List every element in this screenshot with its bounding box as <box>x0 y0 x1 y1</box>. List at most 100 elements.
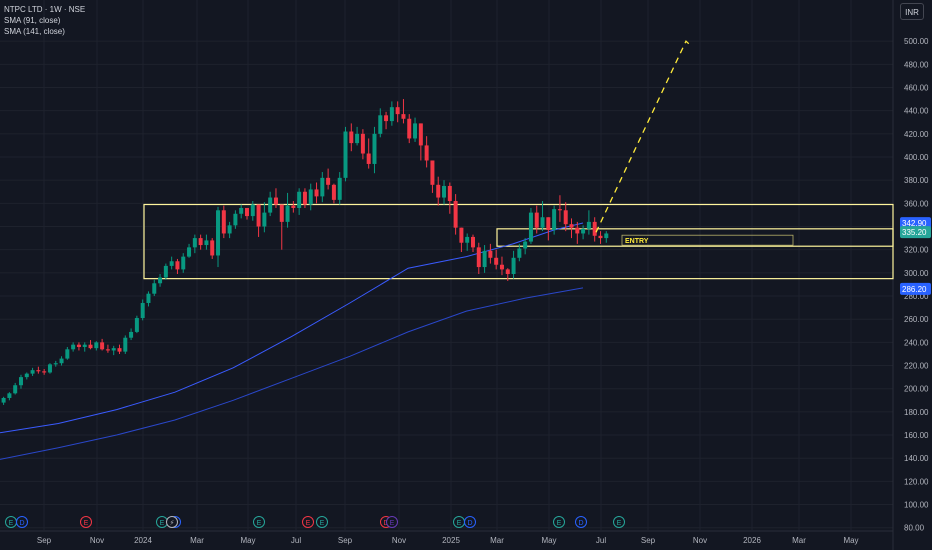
event-marker-icon[interactable] <box>166 516 178 528</box>
candle[interactable] <box>360 133 365 154</box>
candle[interactable] <box>384 115 389 122</box>
candle[interactable] <box>24 373 29 378</box>
candle[interactable] <box>53 363 58 365</box>
candle[interactable] <box>453 201 458 228</box>
candle[interactable] <box>355 133 360 144</box>
candle[interactable] <box>337 177 342 200</box>
sma-141-line[interactable] <box>0 287 584 460</box>
candle[interactable] <box>366 153 371 164</box>
candle[interactable] <box>557 209 562 211</box>
candle[interactable] <box>262 212 267 227</box>
candle[interactable] <box>47 364 52 373</box>
candle[interactable] <box>546 217 551 230</box>
candle[interactable] <box>221 210 226 234</box>
candle[interactable] <box>279 204 284 222</box>
candle[interactable] <box>13 385 18 394</box>
candle[interactable] <box>88 344 93 349</box>
candle[interactable] <box>447 185 452 202</box>
candle[interactable] <box>540 217 545 228</box>
event-marker-icon[interactable] <box>253 516 265 528</box>
event-marker-icon[interactable] <box>80 516 92 528</box>
candle[interactable] <box>586 221 591 229</box>
projection-path[interactable] <box>595 40 692 233</box>
candle[interactable] <box>511 257 516 275</box>
candle[interactable] <box>7 393 12 398</box>
candle[interactable] <box>523 241 528 249</box>
candle[interactable] <box>488 250 493 258</box>
candle[interactable] <box>239 207 244 214</box>
candle[interactable] <box>244 207 249 217</box>
candle[interactable] <box>349 131 354 144</box>
candle[interactable] <box>575 227 580 234</box>
candle[interactable] <box>152 283 157 294</box>
candle[interactable] <box>378 115 383 134</box>
candle[interactable] <box>389 107 394 122</box>
candle[interactable] <box>604 233 609 239</box>
candle[interactable] <box>210 240 215 256</box>
candle[interactable] <box>42 371 47 373</box>
candle[interactable] <box>552 209 557 230</box>
candle[interactable] <box>413 123 418 139</box>
sma-141-legend[interactable]: SMA (141, close) <box>4 27 65 36</box>
candle[interactable] <box>105 349 110 351</box>
candle[interactable] <box>36 370 41 372</box>
candle[interactable] <box>117 348 122 352</box>
candle[interactable] <box>111 348 116 351</box>
candle[interactable] <box>129 331 134 338</box>
candle[interactable] <box>482 250 487 268</box>
candle[interactable] <box>250 204 255 217</box>
candle[interactable] <box>192 238 197 248</box>
candle[interactable] <box>175 261 180 270</box>
candle[interactable] <box>430 160 435 185</box>
candle[interactable] <box>76 344 81 347</box>
candle[interactable] <box>314 189 319 197</box>
candle[interactable] <box>581 228 586 234</box>
candle[interactable] <box>320 177 325 197</box>
candle[interactable] <box>459 227 464 243</box>
candle[interactable] <box>297 191 302 208</box>
candle[interactable] <box>134 318 139 332</box>
candle[interactable] <box>163 265 168 278</box>
sma-91-line[interactable] <box>0 222 584 434</box>
symbol-title[interactable]: NTPC LTD · 1W · NSE <box>4 5 86 14</box>
candle[interactable] <box>198 238 203 246</box>
candle[interactable] <box>372 133 377 164</box>
candle[interactable] <box>465 236 470 243</box>
candle[interactable] <box>181 256 186 270</box>
candle[interactable] <box>285 205 290 222</box>
candle[interactable] <box>302 191 307 205</box>
candle[interactable] <box>331 184 336 200</box>
candle[interactable] <box>268 197 273 213</box>
event-marker-icon[interactable] <box>553 516 565 528</box>
candle[interactable] <box>71 344 76 350</box>
candle[interactable] <box>598 235 603 239</box>
candle[interactable] <box>100 342 105 350</box>
candle[interactable] <box>534 212 539 228</box>
candle[interactable] <box>326 177 331 185</box>
candle[interactable] <box>517 248 522 258</box>
candle[interactable] <box>65 349 70 359</box>
candle[interactable] <box>494 257 499 265</box>
candle[interactable] <box>343 131 348 178</box>
candle[interactable] <box>216 210 221 256</box>
event-marker-icon[interactable] <box>302 516 314 528</box>
currency-button[interactable]: INR <box>900 3 924 20</box>
candle[interactable] <box>592 221 597 236</box>
candle[interactable] <box>569 224 574 228</box>
candle[interactable] <box>436 184 441 198</box>
candle[interactable] <box>123 337 128 352</box>
event-marker-icon[interactable] <box>16 516 28 528</box>
candle[interactable] <box>476 247 481 268</box>
candle[interactable] <box>528 212 533 242</box>
entry-box[interactable] <box>621 234 794 246</box>
candle[interactable] <box>82 344 87 347</box>
candle[interactable] <box>499 264 504 270</box>
support-resistance-zone[interactable] <box>496 228 894 247</box>
event-marker-icon[interactable] <box>613 516 625 528</box>
candle[interactable] <box>227 225 232 234</box>
candle[interactable] <box>256 204 261 227</box>
candle[interactable] <box>563 210 568 225</box>
candle[interactable] <box>140 302 145 319</box>
candle[interactable] <box>233 213 238 226</box>
